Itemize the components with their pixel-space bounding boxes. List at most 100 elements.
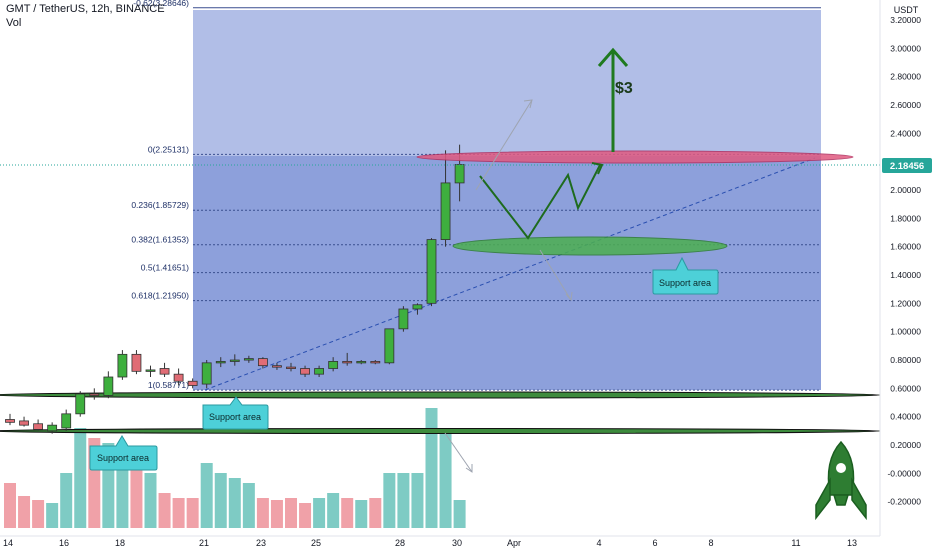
time-tick-label: 28 — [395, 538, 405, 548]
volume-bar — [158, 493, 171, 528]
candle-body — [398, 308, 409, 330]
support-line-lower[interactable] — [0, 428, 881, 434]
volume-bar — [4, 483, 16, 528]
fib-level-label: 1(0.58771) — [148, 380, 189, 390]
volume-bar — [411, 473, 424, 528]
time-tick-label: 4 — [596, 538, 601, 548]
price-tick-label: 2.80000 — [890, 72, 921, 82]
volume-bar — [130, 453, 143, 528]
candle-body — [75, 393, 86, 415]
price-tick-label: 3.00000 — [890, 43, 921, 53]
volume-bar — [18, 496, 31, 528]
price-tick-label: 2.60000 — [890, 100, 921, 110]
support-line-upper[interactable] — [0, 391, 881, 399]
target-arrow[interactable] — [597, 47, 629, 152]
volume-bar — [341, 498, 354, 528]
volume-bar — [369, 498, 382, 528]
price-tick-label: 1.20000 — [890, 298, 921, 308]
volume-bar — [439, 428, 452, 528]
candle-body — [89, 393, 100, 396]
time-tick-label: 25 — [311, 538, 321, 548]
volume-bar — [270, 500, 283, 528]
volume-bar — [74, 428, 87, 528]
fib-level-label: 0.5(1.41651) — [141, 263, 189, 273]
candle-body — [5, 419, 15, 423]
projection-arrow-volume[interactable] — [444, 432, 473, 473]
volume-bar — [425, 408, 438, 528]
time-tick-label: 16 — [59, 538, 69, 548]
fib-level-label: 0.618(1.21950) — [131, 291, 189, 301]
volume-bar — [186, 498, 199, 528]
candlesticks — [5, 144, 465, 434]
time-tick-label: 8 — [708, 538, 713, 548]
trend-line[interactable] — [204, 157, 816, 391]
candle-body — [19, 420, 29, 426]
candle-body — [229, 359, 240, 362]
volume-bar — [172, 498, 185, 528]
fib-level-label: 0.236(1.85729) — [131, 200, 189, 210]
candle-body — [384, 328, 395, 364]
support-callout-right[interactable]: Support area — [652, 256, 719, 295]
volume-bar — [299, 503, 312, 528]
time-tick-label: 6 — [652, 538, 657, 548]
time-tick-label: Apr — [507, 538, 521, 548]
time-tick-label: 18 — [115, 538, 125, 548]
support-callout-middle[interactable]: Support area — [202, 396, 269, 430]
candle-body — [103, 376, 114, 396]
support-zone[interactable] — [452, 236, 728, 256]
candle-body — [412, 304, 423, 310]
time-tick-label: 14 — [3, 538, 13, 548]
candle-body — [131, 353, 142, 372]
volume-bar — [285, 498, 297, 528]
candle-body — [201, 362, 212, 385]
time-tick-label: 11 — [791, 538, 800, 548]
time-tick-label: 21 — [199, 538, 209, 548]
price-axis[interactable]: USDT 3.20000 3.00000 2.80000 2.60000 2.40000… — [879, 0, 932, 536]
price-tick-label: -0.00000 — [887, 468, 921, 478]
projection-arrow-up[interactable] — [475, 99, 533, 191]
candle-body — [300, 368, 310, 375]
price-tick-label: 1.40000 — [890, 270, 921, 280]
candle-body — [145, 369, 156, 372]
currency-label: USDT — [894, 5, 919, 15]
support-callout-left[interactable]: Support area — [89, 435, 158, 471]
fib-level-label: -0.62(3.28646) — [133, 0, 189, 8]
fib-zone-upper — [193, 10, 821, 156]
volume-bar — [383, 473, 396, 528]
time-axis[interactable]: 14 16 18 21 23 25 28 30 Apr 4 6 8 11 13 — [0, 535, 932, 550]
volume-bar — [327, 493, 340, 528]
candle-body — [286, 366, 296, 369]
candle-body — [47, 424, 58, 432]
projection-path[interactable] — [479, 164, 601, 240]
symbol-title: GMT / TetherUS, 12h, BINANCE — [6, 3, 165, 15]
candle-body — [272, 365, 282, 368]
projection-arrow-down[interactable] — [539, 249, 572, 301]
support-lines[interactable] — [0, 391, 881, 434]
support-label-right: Support area — [659, 278, 711, 288]
price-tick-label: 1.60000 — [890, 242, 921, 252]
price-tick-label: 1.80000 — [890, 213, 921, 223]
projection-arrowhead — [591, 162, 604, 175]
volume-bar — [242, 483, 255, 528]
volume-bar — [116, 448, 129, 528]
volume-bar — [228, 478, 241, 528]
price-tick-label: 2.00000 — [890, 185, 921, 195]
candle-body — [33, 423, 43, 430]
resistance-zone[interactable] — [416, 150, 854, 164]
price-tick-label: 0.80000 — [890, 355, 921, 365]
fib-level-label: 0(2.25131) — [148, 144, 189, 154]
volume-bar — [453, 500, 466, 528]
support-label-left: Support area — [97, 453, 149, 463]
volume-bar — [397, 473, 410, 528]
candle-body — [370, 361, 381, 364]
arrow-up-head — [523, 99, 533, 109]
current-price-badge — [882, 158, 932, 173]
volume-bar — [32, 500, 45, 528]
fib-level-label: 0.382(1.61353) — [131, 235, 189, 245]
price-tick-label: -0.20000 — [887, 497, 921, 507]
arrow-down-head — [565, 291, 573, 302]
candle-body — [257, 358, 268, 367]
candle-body — [314, 368, 325, 375]
